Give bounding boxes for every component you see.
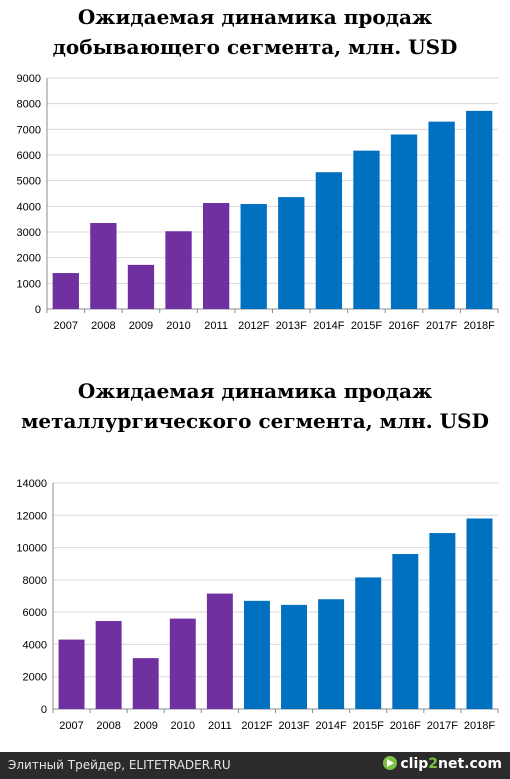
bar-2011 [206,593,233,709]
x-tick-label: 2013F [278,720,309,732]
bar-2015F [355,577,382,709]
y-tick-label: 9000 [17,73,41,85]
logo-part1: clip [400,756,429,772]
bar-2014F [318,599,345,709]
bar-2016F [390,134,418,309]
y-tick-label: 0 [35,304,41,316]
bar-2010 [169,618,196,709]
x-tick-label: 2016F [390,720,421,732]
y-tick-label: 10000 [16,543,47,555]
logo-part3: net.com [438,756,502,772]
y-tick-label: 2000 [17,253,41,265]
chart1-title: Ожидаемая динамика продаж добывающего се… [52,5,458,59]
play-icon [383,756,398,770]
bar-2007 [52,273,79,309]
bar-2007 [58,639,85,709]
chart2-title: Ожидаемая динамика продаж металлургическ… [21,379,489,433]
bar-2018F [466,110,493,309]
x-tick-label: 2009 [129,320,153,332]
chart2-plot: 0 2000 4000 6000 8000 10000 12000 14000 2007 2008… [16,478,499,732]
bar-2017F [429,533,456,709]
x-tick-label: 2016F [388,320,419,332]
y-tick-label: 8000 [23,575,47,587]
x-tick-label: 2010 [171,720,195,732]
bar-2009 [127,264,155,309]
bar-2009 [132,658,159,709]
x-tick-label: 2014F [316,720,347,732]
bar-2018F [466,518,493,709]
x-tick-label: 2008 [91,320,115,332]
x-tick-label: 2007 [59,720,83,732]
bar-2011 [202,202,230,309]
y-tick-label: 0 [41,704,47,716]
bar-2013F [281,604,308,709]
y-tick-label: 3000 [17,227,41,239]
y-tick-label: 6000 [23,607,47,619]
x-tick-label: 2010 [166,320,190,332]
y-tick-label: 1000 [17,278,41,290]
x-tick-label: 2011 [208,720,232,732]
x-tick-label: 2015F [353,720,384,732]
y-tick-label: 6000 [17,150,41,162]
bar-2012F [240,204,267,309]
y-tick-label: 4000 [23,639,47,651]
bar-2016F [392,554,419,709]
x-tick-label: 2012F [241,720,272,732]
y-tick-label: 7000 [17,124,41,136]
bar-2017F [428,121,455,309]
bar-2012F [243,600,270,709]
bar-2008 [95,621,122,709]
x-tick-label: 2015F [351,320,382,332]
clip2net-logo: clip2net.com [383,756,502,772]
footer-source: Элитный Трейдер, ELITETRADER.RU [8,758,231,772]
bar-2013F [278,197,305,309]
y-tick-label: 14000 [16,478,47,490]
bar-2010 [165,231,192,309]
y-tick-label: 2000 [23,672,47,684]
x-tick-label: 2014F [313,320,344,332]
bar-2008 [90,223,117,309]
x-tick-label: 2017F [427,720,458,732]
x-tick-label: 2013F [276,320,307,332]
x-tick-label: 2011 [204,320,228,332]
y-tick-label: 5000 [17,176,41,188]
bar-2015F [353,150,380,309]
x-tick-label: 2009 [133,720,157,732]
logo-part2: 2 [428,756,439,772]
x-tick-label: 2018F [464,720,495,732]
x-tick-label: 2007 [54,320,78,332]
x-tick-label: 2012F [238,320,269,332]
x-tick-label: 2017F [426,320,457,332]
y-tick-label: 8000 [17,99,41,111]
x-tick-label: 2008 [96,720,120,732]
x-tick-label: 2018F [464,320,495,332]
y-tick-label: 4000 [17,201,41,213]
chart1-plot: 0 1000 2000 3000 4000 5000 6000 7000 8000 9000 200… [17,73,499,332]
bar-2014F [315,172,343,309]
footer-bar: Элитный Трейдер, ELITETRADER.RU clip2net… [0,752,510,779]
y-tick-label: 12000 [16,510,47,522]
